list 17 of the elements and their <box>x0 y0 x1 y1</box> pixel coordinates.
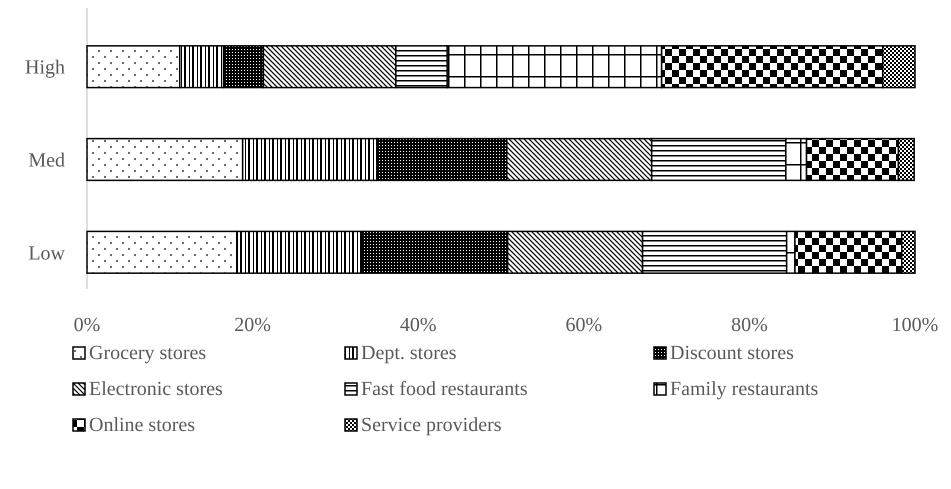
x-tick-label: 60% <box>565 314 602 336</box>
legend-label: Discount stores <box>670 342 794 364</box>
x-tick-label: 20% <box>234 314 271 336</box>
x-tick-label: 100% <box>892 314 938 336</box>
y-tick-label: High <box>25 56 65 79</box>
legend-label: Family restaurants <box>670 378 819 400</box>
legend-label: Online stores <box>89 414 196 436</box>
y-tick-label: Low <box>28 242 66 264</box>
legend-label: Grocery stores <box>89 342 206 364</box>
legend-label: Fast food restaurants <box>361 378 528 400</box>
x-tick-label: 40% <box>400 314 437 336</box>
legend-label: Electronic stores <box>89 378 224 400</box>
legend-label: Service providers <box>361 414 502 436</box>
y-tick-label: Med <box>28 150 65 172</box>
x-tick-label: 0% <box>74 314 100 336</box>
x-tick-label: 80% <box>731 314 768 336</box>
legend-label: Dept. stores <box>361 342 457 364</box>
